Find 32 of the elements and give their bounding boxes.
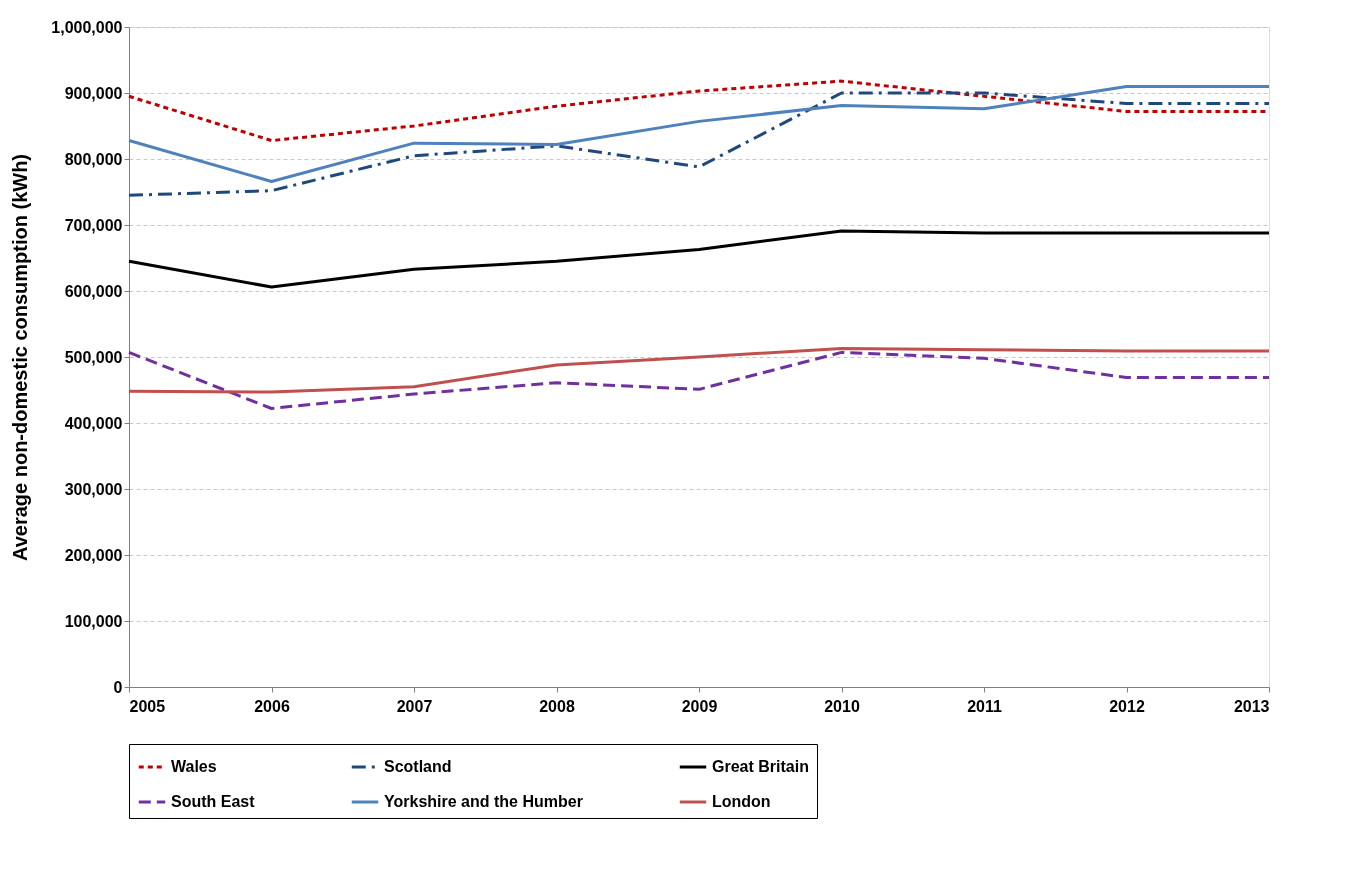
y-tick-label: 900,000 bbox=[64, 84, 123, 102]
x-tick-label: 2010 bbox=[824, 697, 860, 715]
y-axis-title: Average non-domestic consumption (kWh) bbox=[9, 153, 32, 562]
legend-label: South East bbox=[171, 793, 256, 810]
x-tick-label: 2009 bbox=[681, 697, 718, 715]
x-tick-label: 2008 bbox=[539, 697, 575, 715]
x-tick-label: 2012 bbox=[1109, 697, 1145, 715]
x-tick-label: 2011 bbox=[967, 697, 1002, 715]
legend-label: Yorkshire and the Humber bbox=[384, 793, 583, 810]
legend-label: Wales bbox=[171, 758, 217, 775]
line-series bbox=[127, 350, 1271, 410]
y-tick-label: 500,000 bbox=[64, 348, 123, 366]
legend-label: Great Britain bbox=[712, 758, 809, 775]
legend-label: Scotland bbox=[384, 758, 452, 775]
legend-label: London bbox=[712, 793, 771, 810]
line-series bbox=[127, 84, 1271, 183]
y-tick-label: 400,000 bbox=[64, 414, 123, 432]
line-series bbox=[127, 91, 1271, 197]
x-tick-label: 2006 bbox=[254, 697, 290, 715]
line-series bbox=[127, 346, 1271, 394]
y-tick-label: 300,000 bbox=[64, 480, 123, 498]
y-tick-label: 600,000 bbox=[64, 282, 123, 300]
x-tick-label: 2013 bbox=[1233, 697, 1270, 715]
y-tick-label: 700,000 bbox=[64, 216, 123, 234]
y-tick-label: 200,000 bbox=[64, 546, 123, 564]
x-tick-label: 2005 bbox=[129, 697, 166, 715]
y-tick-label: 0 bbox=[113, 678, 123, 696]
y-tick-label: 1,000,000 bbox=[51, 18, 123, 36]
x-tick-label: 2007 bbox=[396, 697, 433, 715]
y-tick-label: 800,000 bbox=[64, 150, 123, 168]
y-tick-label: 100,000 bbox=[64, 612, 123, 630]
line-series bbox=[127, 229, 1271, 289]
